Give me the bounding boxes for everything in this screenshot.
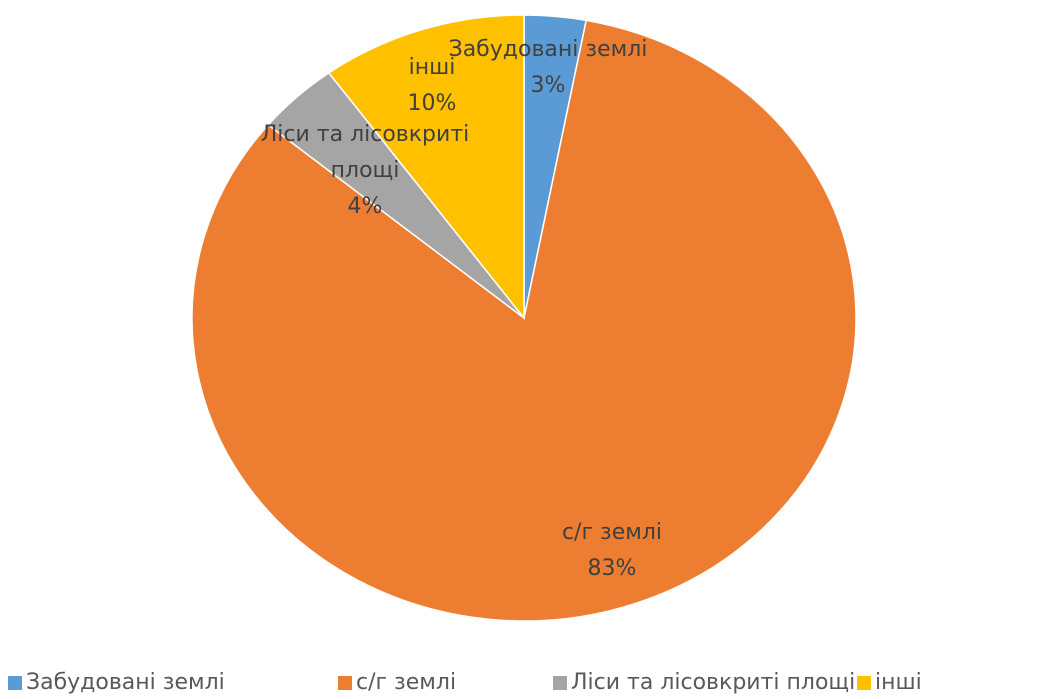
data-label-value: 3% <box>530 73 566 98</box>
data-label: с/г землі 83% <box>512 515 712 587</box>
data-label-name: Забудовані землі <box>448 37 648 62</box>
legend-label: Ліси та лісовкриті площі <box>571 670 856 695</box>
data-label-value: 83% <box>587 556 637 581</box>
legend-swatch <box>553 675 567 690</box>
legend-label: інші <box>875 670 922 695</box>
data-label-name: Ліси та лісовкриті площі <box>260 122 470 183</box>
data-label: інші 10% <box>392 50 472 122</box>
legend-label: с/г землі <box>356 670 457 695</box>
pie-slice <box>191 19 857 622</box>
pie-slice <box>327 14 525 321</box>
data-label-value: 10% <box>407 91 457 116</box>
legend-swatch <box>857 675 871 690</box>
legend: Забудовані землі с/г землі Ліси та лісовкр… <box>0 670 1056 699</box>
legend-item: Ліси та лісовкриті площі <box>553 670 855 695</box>
legend-swatch <box>8 675 22 690</box>
data-label-name: с/г землі <box>561 520 663 545</box>
legend-swatch <box>338 675 352 690</box>
legend-item: Забудовані землі <box>8 670 225 695</box>
data-label: Ліси та лісовкриті площі 4% <box>235 117 495 225</box>
legend-item: інші <box>857 670 922 695</box>
data-label: Забудовані землі 3% <box>418 32 678 104</box>
data-label-value: 4% <box>347 194 383 219</box>
legend-label: Забудовані землі <box>26 670 225 695</box>
data-label-name: інші <box>408 55 456 80</box>
legend-item: с/г землі <box>338 670 456 695</box>
